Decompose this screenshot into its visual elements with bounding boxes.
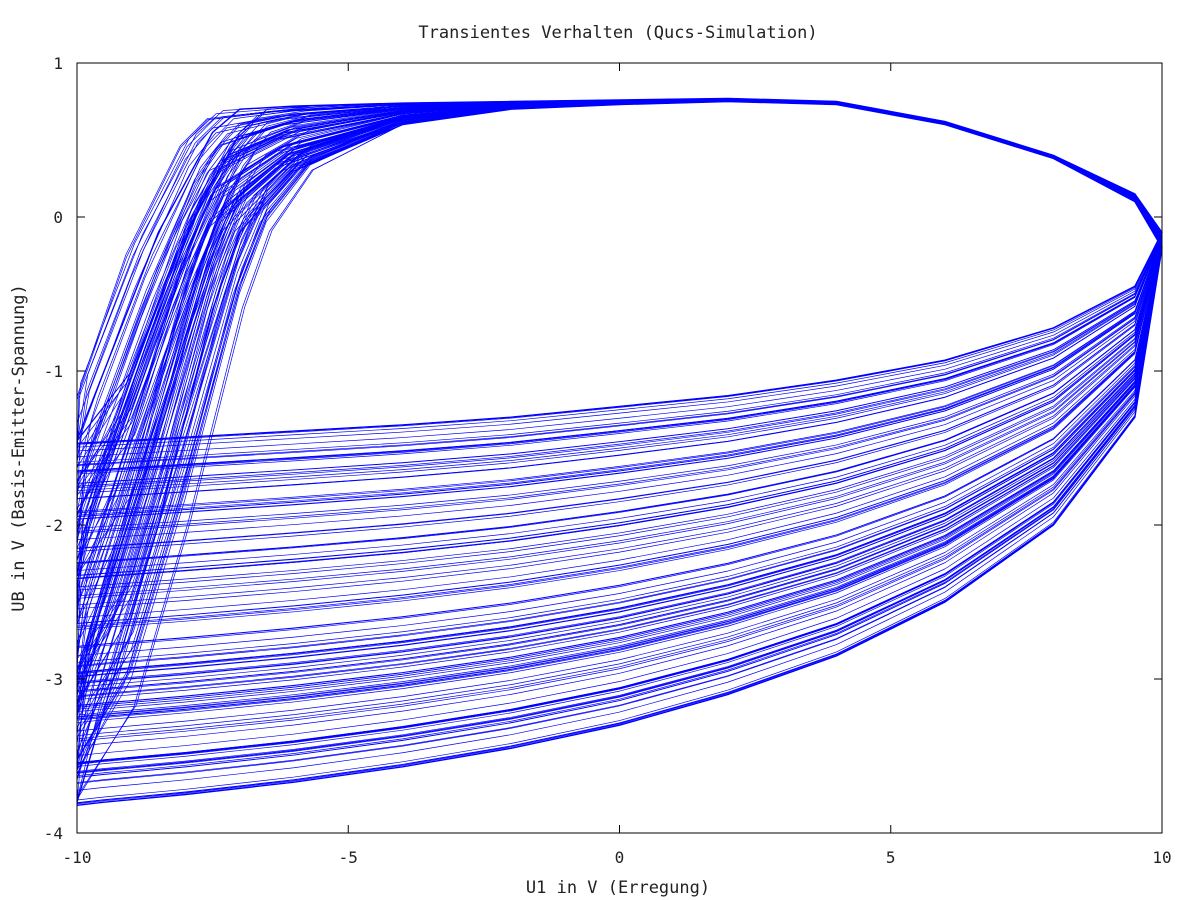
x-tick-label: 5	[886, 848, 896, 867]
trajectory-loop	[76, 98, 1163, 499]
y-tick-label: -1	[44, 362, 63, 381]
trajectory-loop	[76, 99, 1163, 563]
y-tick-label: -3	[44, 670, 63, 689]
trajectory-loop	[76, 98, 1163, 517]
x-tick-label: -10	[63, 848, 92, 867]
trajectory-loop	[76, 99, 1163, 571]
trajectory-loop	[76, 99, 1163, 610]
chart-title: Transientes Verhalten (Qucs-Simulation)	[418, 23, 817, 43]
trajectory-loop	[76, 100, 1163, 765]
trajectory-loop	[76, 99, 1163, 628]
trajectory-traces	[76, 97, 1163, 806]
x-tick-label: 10	[1152, 848, 1171, 867]
trajectory-loop	[76, 100, 1163, 737]
y-axis-label: UB in V (Basis-Emitter-Spannung)	[9, 284, 29, 612]
y-tick-label: -2	[44, 516, 63, 535]
trajectory-loop	[76, 101, 1163, 804]
trajectory-loop	[76, 100, 1163, 675]
trajectory-loop	[76, 100, 1163, 688]
y-tick-label: 1	[53, 54, 63, 73]
x-tick-label: -5	[339, 848, 358, 867]
trajectory-loop	[76, 100, 1163, 683]
trajectory-loop	[76, 99, 1163, 663]
x-tick-label: 0	[615, 848, 625, 867]
trajectory-loop	[76, 99, 1163, 588]
trajectory-loop	[76, 98, 1163, 518]
trajectory-loop	[76, 98, 1163, 499]
y-tick-label: -4	[44, 824, 63, 843]
trajectory-loop	[76, 100, 1163, 701]
x-axis-label: U1 in V (Erregung)	[526, 878, 710, 898]
trajectory-loop	[76, 98, 1163, 466]
trajectory-loop	[76, 98, 1163, 520]
plot-frame	[76, 62, 1163, 834]
trajectory-loop	[76, 99, 1163, 666]
trajectory-loop	[76, 98, 1163, 475]
trajectory-loop	[76, 99, 1163, 667]
y-tick-label: 0	[53, 208, 63, 227]
trajectory-loop	[76, 100, 1163, 674]
trajectory-loop	[76, 99, 1163, 564]
